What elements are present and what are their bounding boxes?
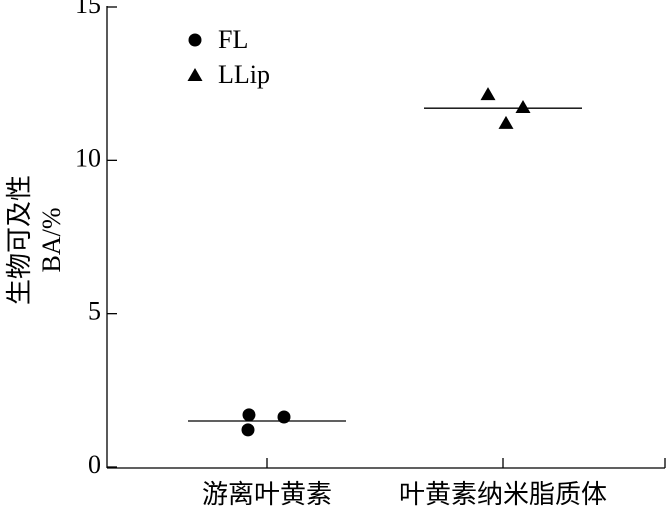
y-tick-label: 5 xyxy=(88,297,101,326)
y-axis-label: 生物可及性 BA/% xyxy=(5,175,66,305)
y-tick-label: 0 xyxy=(88,450,101,479)
data-point xyxy=(515,99,531,113)
data-point xyxy=(277,410,291,424)
data-point xyxy=(241,423,255,437)
legend-label: LLip xyxy=(218,60,270,89)
legend-marker xyxy=(188,33,202,47)
data-point xyxy=(480,87,496,101)
legend-marker xyxy=(187,68,203,81)
data-point xyxy=(242,408,256,422)
y-label-line: BA/% xyxy=(37,208,66,273)
legend-label: FL xyxy=(218,25,248,54)
x-tick-label: 叶黄素纳米脂质体 xyxy=(399,480,607,509)
y-tick-label: 15 xyxy=(75,0,101,19)
y-label-line: 生物可及性 xyxy=(5,175,34,305)
data-point xyxy=(498,115,514,129)
y-tick-label: 10 xyxy=(75,143,101,172)
x-tick-label: 游离叶黄素 xyxy=(202,480,332,509)
